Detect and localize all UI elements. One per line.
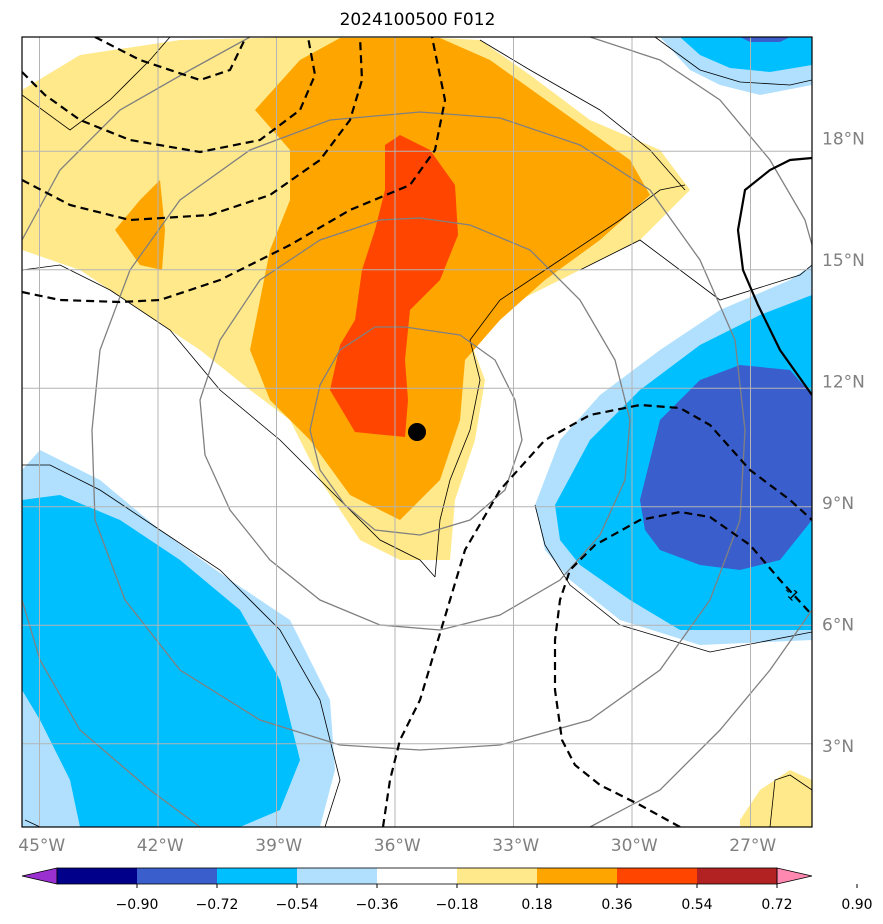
lat-tick-label: 6°N <box>822 615 854 635</box>
latitude-tick-labels: 3°N 6°N 9°N 12°N 15°N 18°N <box>822 129 865 757</box>
colorbar-segment <box>617 868 698 884</box>
colorbar-segment <box>57 868 138 884</box>
colorbar-level-label: −0.54 <box>276 897 319 913</box>
storm-center-marker <box>408 423 426 441</box>
colorbar-level-label: 0.36 <box>601 897 632 913</box>
solid-contour <box>736 156 812 396</box>
negative-anomaly-strong-se <box>640 365 812 570</box>
lat-tick-label: 12°N <box>822 372 865 392</box>
lon-tick-label: 27°W <box>729 836 776 856</box>
colorbar-frame <box>56 867 778 885</box>
lon-tick-label: 36°W <box>374 836 421 856</box>
colorbar-level-label: 0.18 <box>521 897 552 913</box>
longitude-tick-labels: 45°W 42°W 39°W 36°W 33°W 30°W 27°W <box>18 836 776 856</box>
colorbar-level-label: −0.18 <box>436 897 479 913</box>
colorbar-level-label: 0.90 <box>841 897 872 913</box>
lat-tick-label: 9°N <box>822 494 854 514</box>
lon-tick-label: 45°W <box>18 836 65 856</box>
colorbar-level-label: 0.54 <box>681 897 712 913</box>
field-outlines <box>22 37 812 827</box>
positive-anomaly-light-ne <box>740 770 812 827</box>
lat-tick-label: 15°N <box>822 251 865 271</box>
negative-anomaly-medium-ne <box>680 37 812 72</box>
map-title: 2024100500 F012 <box>339 10 496 30</box>
colorbar-segment <box>217 868 298 884</box>
dashed-contours <box>22 37 812 827</box>
colorbar-level-label: −0.72 <box>196 897 239 913</box>
colorbar-level-label: −0.90 <box>116 897 159 913</box>
lon-tick-label: 33°W <box>492 836 539 856</box>
colorbar-extend-low <box>21 867 58 885</box>
lon-tick-label: 39°W <box>255 836 302 856</box>
colorbar-segment <box>297 868 378 884</box>
colorbar: −0.90 −0.72 −0.54 −0.36 −0.18 0.18 0.36 0.54 0.7… <box>21 867 873 913</box>
lon-tick-label: 42°W <box>137 836 184 856</box>
negative-anomaly-strong-ne <box>740 37 790 42</box>
colorbar-segment <box>137 868 218 884</box>
positive-anomaly-medium-west <box>115 180 165 270</box>
colorbar-level-label: −0.36 <box>356 897 399 913</box>
colorbar-segment <box>697 868 778 884</box>
map-plot-area: -1 <box>22 37 812 827</box>
graticule <box>22 37 812 827</box>
colorbar-segment <box>537 868 618 884</box>
colorbar-extend-high <box>776 867 813 885</box>
colorbar-segment <box>457 868 538 884</box>
lon-tick-label: 30°W <box>611 836 658 856</box>
colorbar-level-label: 0.72 <box>761 897 792 913</box>
lat-tick-label: 18°N <box>822 129 865 149</box>
lat-tick-label: 3°N <box>822 737 854 757</box>
map-frame <box>21 36 813 828</box>
colorbar-segment <box>377 868 458 884</box>
positive-anomaly-strong <box>330 135 458 437</box>
